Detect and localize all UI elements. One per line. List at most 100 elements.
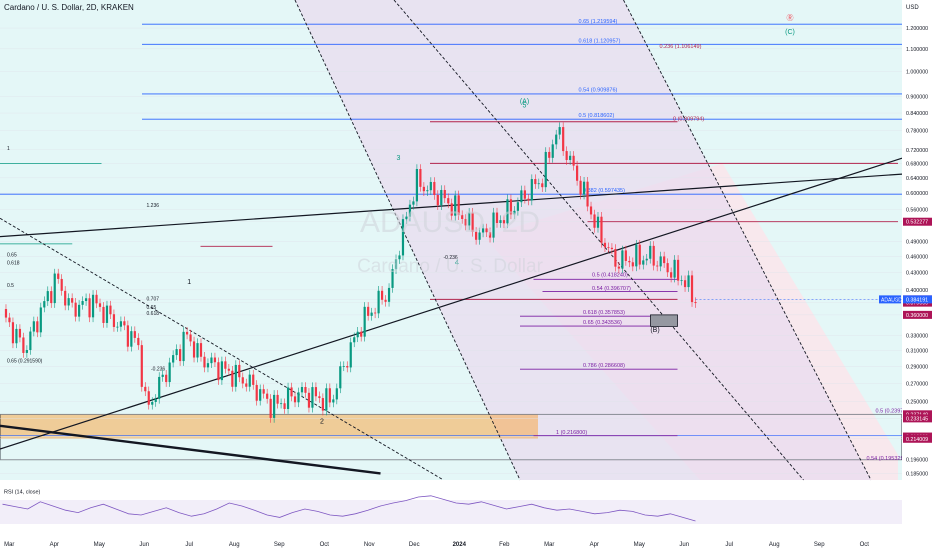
candle-body [196, 343, 199, 358]
time-tick: Jun [679, 542, 689, 548]
time-tick: Jul [185, 542, 193, 548]
price-tag [903, 414, 932, 423]
fib-label: 0.54 (0.396707) [592, 286, 631, 292]
candle-body [384, 299, 387, 302]
candle-body [119, 321, 123, 327]
time-tick: Feb [499, 542, 510, 548]
candle-body [116, 326, 119, 328]
candle-body [670, 272, 673, 278]
candle-body [339, 366, 342, 389]
watermark-symbol: ADAUSD, 2D [360, 206, 540, 239]
candle-body [488, 232, 492, 238]
price-axis: USD 1.200000 1.100000 1.000000 0.900000 0.840… [695, 0, 932, 550]
price-tick: 0.400000 [906, 288, 928, 294]
wave-label: (A) [520, 98, 529, 105]
candle-body [71, 298, 74, 303]
candle-body [311, 387, 314, 408]
candle-body [516, 202, 519, 211]
candle-body [551, 144, 554, 158]
candle-body [255, 384, 258, 401]
candle-body [610, 247, 614, 250]
rsi-band [0, 500, 902, 524]
candle-body [447, 198, 450, 204]
wave-label: 4 [455, 259, 459, 266]
candle-body [133, 331, 136, 338]
candle-body [638, 244, 641, 265]
candle-body [245, 383, 248, 387]
symbol-tag-label: ADAUSD [881, 297, 902, 303]
candle-body [520, 190, 523, 203]
candle-body [175, 349, 178, 356]
symbol-tag [879, 295, 901, 304]
candle-body [663, 256, 666, 264]
candle-body [32, 321, 35, 332]
price-tick: 0.840000 [906, 111, 928, 117]
time-tick: May [634, 542, 645, 548]
fib-label: 0.618 (1.120957) [579, 38, 621, 44]
candle-body [43, 301, 46, 308]
price-tick: 1.000000 [906, 69, 928, 75]
fib-left-label: -0.236 [444, 255, 458, 261]
grid [0, 27, 902, 474]
price-tag [903, 410, 932, 419]
candle-body [18, 328, 22, 338]
candle-body [112, 314, 116, 327]
candle-body [39, 307, 42, 333]
candle-body [192, 341, 196, 358]
candle-body [367, 306, 370, 316]
price-axis-bg [902, 0, 932, 550]
candle-body [46, 291, 49, 302]
candle-body [318, 396, 321, 399]
candle-body [506, 199, 509, 224]
candle-body [659, 256, 662, 267]
candle-body [81, 301, 84, 305]
price-tick: 1.100000 [906, 47, 928, 53]
candle-body [241, 377, 244, 384]
time-tick: Nov [364, 542, 375, 548]
candle-body [165, 374, 168, 383]
target-box [650, 314, 678, 327]
candle-body [652, 245, 655, 266]
candle-body [398, 255, 401, 260]
candle-body [405, 216, 408, 220]
chart-title: Cardano / U. S. Dollar, 2D, KRAKEN [4, 3, 134, 12]
price-tag [903, 217, 932, 226]
candle-body [220, 361, 223, 381]
price-tag [903, 310, 932, 319]
candle-body [429, 181, 432, 191]
candle-body [161, 374, 164, 377]
fib-left-label: 0.618 [147, 311, 160, 317]
candle-body [64, 290, 67, 306]
time-axis: Mar Apr May Jun Jul Aug Sep Oct Nov Dec 2024 Feb Mar… [0, 536, 902, 550]
candle-body [140, 345, 143, 387]
candle-body [91, 294, 95, 318]
candle-body [276, 394, 279, 404]
candle-body [283, 403, 286, 409]
price-tick: 0.600000 [906, 191, 928, 197]
candle-body [673, 259, 676, 278]
candle-body [234, 364, 237, 387]
fib-label: 0.65 (1.219594) [579, 19, 618, 25]
candle-body [582, 181, 586, 195]
candle-body [422, 186, 425, 192]
bold-trendline [0, 424, 381, 475]
fib-left-label: 1 [7, 146, 10, 152]
time-tick: Apr [50, 542, 59, 548]
candle-body [558, 127, 561, 135]
candle-body [562, 127, 565, 152]
fib-left-label: 0.65 (0.291590) [7, 358, 43, 364]
candle-body [537, 183, 540, 185]
candle-body [478, 232, 481, 240]
candle-body [575, 165, 579, 181]
candle-body [353, 337, 356, 343]
candle-body [569, 155, 572, 161]
candle-body [36, 321, 39, 333]
candle-body [314, 387, 318, 397]
candle-body [617, 266, 620, 269]
candle-body [179, 349, 182, 362]
candle-body [360, 331, 363, 337]
candle-body [238, 364, 241, 378]
candle-body [29, 331, 32, 350]
fib-label: 0.236 (1.106149) [660, 44, 702, 50]
